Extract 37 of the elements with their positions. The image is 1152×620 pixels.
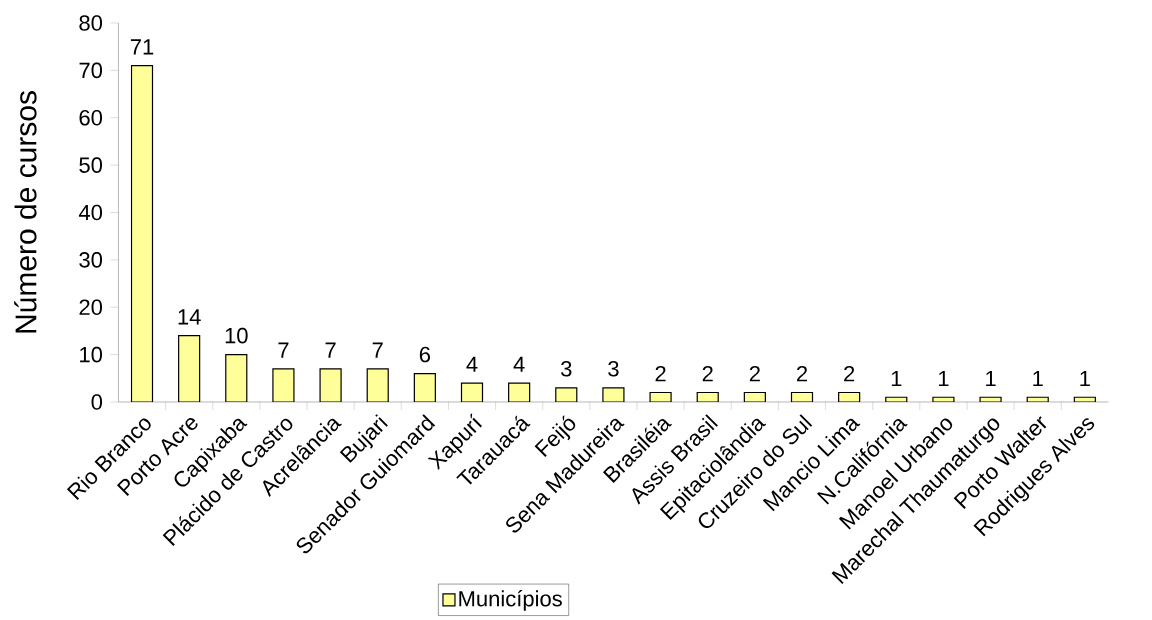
y-tick-label: 30 bbox=[79, 252, 103, 268]
legend-label: Municípios bbox=[459, 590, 562, 611]
data-label: 2 bbox=[749, 365, 760, 382]
data-label: 2 bbox=[844, 365, 855, 382]
data-label: 7 bbox=[372, 342, 383, 358]
data-label: 1 bbox=[1080, 370, 1090, 387]
y-tick-label: 70 bbox=[79, 62, 103, 79]
data-label: 6 bbox=[419, 346, 431, 363]
bar bbox=[366, 368, 389, 402]
y-axis-title: Número de cursos bbox=[14, 91, 37, 333]
data-label: 10 bbox=[225, 327, 248, 344]
data-label: 7 bbox=[325, 342, 336, 358]
data-label: 3 bbox=[608, 360, 619, 377]
data-label: 2 bbox=[702, 365, 713, 382]
data-label: 2 bbox=[797, 365, 808, 382]
data-label: 4 bbox=[513, 356, 525, 372]
data-label: 7 bbox=[278, 342, 289, 358]
y-tick-label: 20 bbox=[79, 299, 103, 316]
bar bbox=[225, 354, 248, 402]
data-label: 3 bbox=[561, 360, 572, 377]
y-tick-label: 60 bbox=[79, 109, 103, 126]
bar bbox=[178, 335, 201, 402]
data-label: 1 bbox=[891, 370, 902, 387]
data-label: 71 bbox=[130, 39, 154, 55]
y-tick-label: 80 bbox=[79, 15, 103, 31]
data-label: 4 bbox=[466, 356, 478, 372]
data-label: 14 bbox=[178, 309, 201, 325]
data-label: 1 bbox=[938, 370, 949, 387]
data-label: 1 bbox=[1033, 370, 1043, 387]
data-label: 2 bbox=[655, 365, 666, 382]
data-label: 1 bbox=[986, 370, 996, 387]
y-tick-label: 0 bbox=[91, 394, 103, 410]
y-tick-label: 50 bbox=[79, 157, 103, 173]
bar bbox=[413, 372, 436, 402]
y-tick-label: 10 bbox=[80, 346, 103, 363]
bar bbox=[130, 65, 154, 402]
y-tick-label: 40 bbox=[78, 204, 103, 221]
